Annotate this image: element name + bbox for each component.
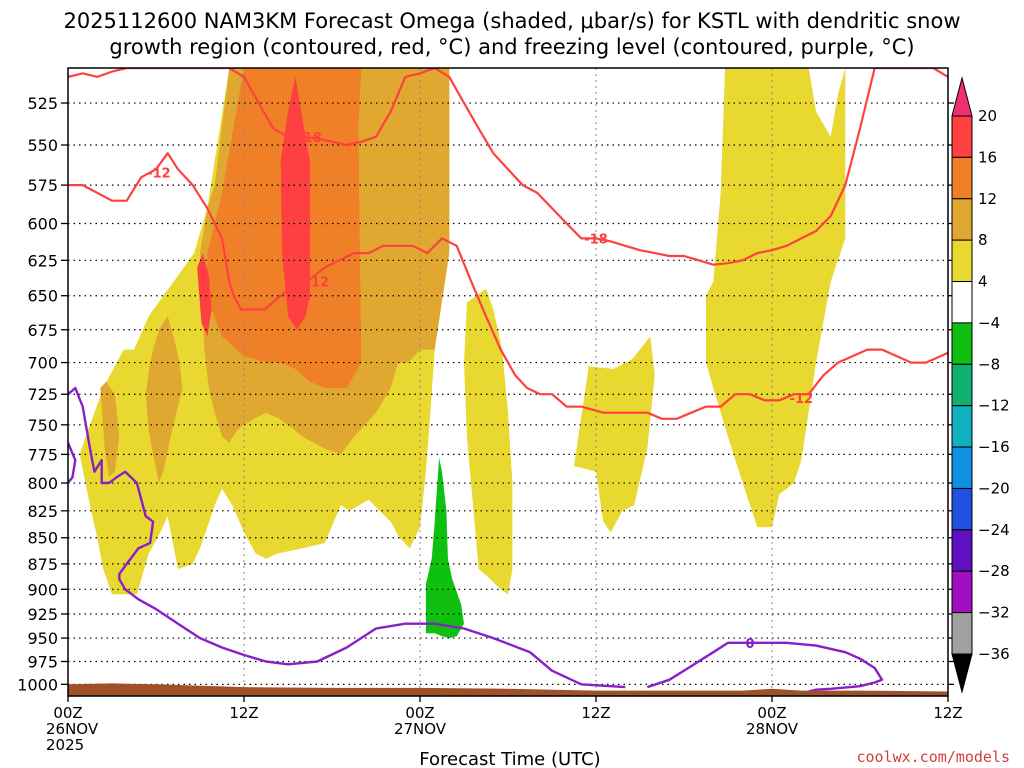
x-tick-line1-1: 12Z [229,704,258,722]
colorbar-label-10: −24 [978,521,1010,539]
colorbar-label-4: 4 [978,273,988,291]
y-tick-label-2: 575 [27,176,58,195]
colorbar-box-12 [951,570,973,614]
colorbar-top-triangle [951,76,973,117]
colorbar-label-5: −4 [978,314,1000,332]
omega-region-3 [706,68,846,528]
colorbar-label-1: 16 [978,148,997,166]
y-tick-label-15: 900 [27,580,58,599]
freezing-contour-1 [68,442,77,484]
colorbar-box-5 [951,281,973,324]
colorbar-box-9 [951,446,973,489]
colorbar-box-6 [951,322,973,365]
plot-clip-group: -18 -12 -12 -18 -12 0 [68,68,948,696]
x-tick-line1-4: 00Z [757,704,786,722]
colorbar-box-13 [951,612,973,655]
y-tick-label-12: 825 [27,502,58,521]
y-tick-label-8: 725 [27,385,58,404]
contour-label-2: -12 [306,276,330,291]
y-tick-label-4: 625 [27,251,58,270]
colorbar-label-0: 20 [978,107,997,125]
colorbar-label-11: −28 [978,562,1010,580]
colorbar-label-7: −12 [978,397,1010,415]
omega-region-6 [100,381,120,478]
terrain-area [68,683,948,696]
colorbar-box-11 [951,529,973,572]
chart-title-line2: growth region (contoured, red, °C) and f… [109,35,914,59]
omega-region-1 [464,288,513,595]
colorbar-box-10 [951,487,973,531]
x-tick-line1-3: 12Z [581,704,610,722]
y-tick-label-19: 1000 [17,675,58,694]
credit-text: coolwx.com/models [856,748,1010,766]
colorbar-label-6: −8 [978,355,1000,373]
freezing-contour-0 [68,386,626,689]
colorbar-box-2 [951,156,973,200]
y-tick-label-16: 925 [27,605,58,624]
colorbar-label-3: 8 [978,231,988,249]
colorbar-box-7 [951,363,973,407]
y-tick-label-7: 700 [27,354,58,373]
y-tick-label-1: 550 [27,136,58,155]
omega-region-8 [280,76,310,330]
y-tick-label-0: 525 [27,94,58,113]
plot-frame [67,67,949,697]
dendritic-contour-1 [68,68,948,266]
x-tick-line1-2: 00Z [405,704,434,722]
contour-label-5: 0 [745,637,754,652]
colorbar-bottom-triangle [951,653,973,694]
contour-label-4: -12 [790,392,814,407]
colorbar-label-9: −20 [978,479,1010,497]
y-tick-label-5: 650 [27,287,58,306]
colorbar-box-8 [951,405,973,448]
contour-label-3: -18 [584,232,608,247]
x-tick-line3-0: 2025 [46,736,84,754]
x-tick-line2-0: 26NOV [46,720,99,738]
x-tick-line1-0: 00Z [53,704,82,722]
colorbar-label-2: 12 [978,190,997,208]
y-tick-label-6: 675 [27,321,58,340]
colorbar-box-1 [951,115,973,158]
colorbar: 20 16 12 8 4 −4 −8 −12 −16 −20 −24 −28 −32 −36 [951,76,1010,694]
omega-region-2 [574,336,655,533]
y-tick-label-3: 600 [27,215,58,234]
omega-region-5 [145,316,183,483]
y-axis: 525 550 575 600 625 650 675 700 725 750 775 800 825 8… [17,94,954,694]
y-tick-label-14: 875 [27,555,58,574]
colorbar-box-3 [951,198,973,241]
colorbar-label-8: −16 [978,438,1010,456]
contour-label-1: -12 [147,166,171,181]
omega-region-10 [425,457,464,639]
x-tick-line2-2: 27NOV [394,720,447,738]
plot-area: -18 -12 -12 -18 -12 0 [67,67,949,697]
y-tick-label-13: 850 [27,529,58,548]
x-tick-line2-4: 28NOV [746,720,799,738]
dendritic-contour-0 [68,152,948,420]
x-tick-line1-5: 12Z [933,704,962,722]
chart-title-line1: 2025112600 NAM3KM Forecast Omega (shaded… [63,9,960,33]
colorbar-label-12: −32 [978,604,1010,622]
colorbar-box-4 [951,239,973,283]
colorbar-label-13: −36 [978,645,1010,663]
contour-label-0: -18 [298,131,322,146]
y-tick-label-18: 975 [27,653,58,672]
y-tick-label-11: 800 [27,474,58,493]
y-tick-label-17: 950 [27,629,58,648]
x-axis-label: Forecast Time (UTC) [419,749,600,768]
omega-region-9 [197,253,212,337]
y-tick-label-9: 750 [27,416,58,435]
freezing-contour-2 [646,641,884,693]
y-tick-label-10: 775 [27,445,58,464]
